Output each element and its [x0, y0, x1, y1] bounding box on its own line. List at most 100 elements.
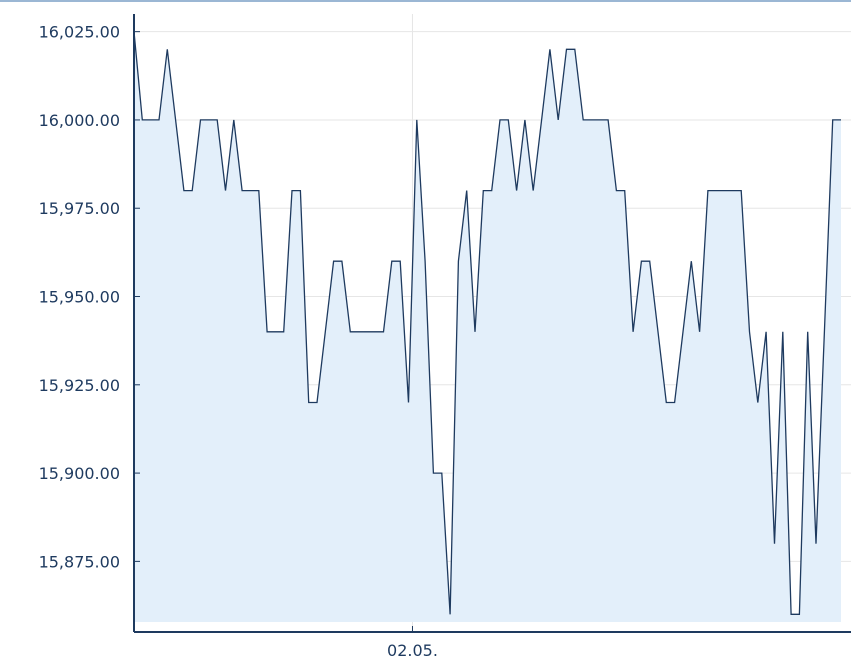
- data-point: [598, 118, 601, 121]
- y-tick-label: 16,025.00: [39, 23, 120, 42]
- y-tick-label: 15,950.00: [39, 288, 120, 307]
- data-point: [415, 118, 418, 121]
- data-point: [657, 330, 660, 333]
- data-point: [615, 189, 618, 192]
- data-point: [207, 118, 210, 121]
- data-point: [465, 189, 468, 192]
- y-tick-label: 16,000.00: [39, 111, 120, 130]
- data-point: [282, 330, 285, 333]
- data-point: [232, 118, 235, 121]
- data-point: [823, 330, 826, 333]
- data-point: [723, 189, 726, 192]
- y-tick-label: 15,925.00: [39, 376, 120, 395]
- data-point: [490, 189, 493, 192]
- data-point: [815, 542, 818, 545]
- data-point: [507, 118, 510, 121]
- data-point: [607, 118, 610, 121]
- data-point: [515, 189, 518, 192]
- data-point: [773, 542, 776, 545]
- data-point: [399, 260, 402, 263]
- data-point: [166, 48, 169, 51]
- y-tick-label: 15,975.00: [39, 199, 120, 218]
- data-point: [557, 118, 560, 121]
- data-point: [523, 118, 526, 121]
- data-point: [840, 118, 843, 121]
- data-point: [740, 189, 743, 192]
- data-point: [449, 613, 452, 616]
- data-point: [440, 472, 443, 475]
- data-point: [731, 189, 734, 192]
- data-point: [498, 118, 501, 121]
- data-point: [756, 401, 759, 404]
- data-point: [681, 330, 684, 333]
- data-point: [698, 330, 701, 333]
- data-point: [432, 472, 435, 475]
- data-point: [482, 189, 485, 192]
- data-point: [357, 330, 360, 333]
- data-point: [199, 118, 202, 121]
- data-point: [324, 330, 327, 333]
- data-point: [582, 118, 585, 121]
- data-point: [374, 330, 377, 333]
- data-point: [382, 330, 385, 333]
- data-point: [798, 613, 801, 616]
- data-point: [690, 260, 693, 263]
- data-point: [141, 118, 144, 121]
- data-point: [349, 330, 352, 333]
- data-point: [340, 260, 343, 263]
- data-point: [182, 189, 185, 192]
- data-point: [590, 118, 593, 121]
- data-point: [648, 260, 651, 263]
- chart-top-border: [0, 0, 851, 2]
- data-point: [291, 189, 294, 192]
- data-point: [274, 330, 277, 333]
- data-point: [424, 260, 427, 263]
- data-point: [407, 401, 410, 404]
- data-point: [548, 48, 551, 51]
- data-point: [831, 118, 834, 121]
- y-axis-tick-labels: 15,875.00 15,900.00 15,925.00 15,950.00 15,9…: [39, 23, 120, 572]
- data-point: [673, 401, 676, 404]
- area-fill: [134, 31, 841, 622]
- data-point: [706, 189, 709, 192]
- data-point: [257, 189, 260, 192]
- data-point: [640, 260, 643, 263]
- data-point: [806, 330, 809, 333]
- data-point: [790, 613, 793, 616]
- data-point: [216, 118, 219, 121]
- data-point: [573, 48, 576, 51]
- data-point: [299, 189, 302, 192]
- data-point: [715, 189, 718, 192]
- data-point: [191, 189, 194, 192]
- data-point: [623, 189, 626, 192]
- data-point: [474, 330, 477, 333]
- data-point: [266, 330, 269, 333]
- data-point: [781, 330, 784, 333]
- data-point: [249, 189, 252, 192]
- price-line: [133, 31, 841, 615]
- data-point: [149, 118, 152, 121]
- data-point: [540, 118, 543, 121]
- data-point: [174, 118, 177, 121]
- data-point: [632, 330, 635, 333]
- data-point: [332, 260, 335, 263]
- data-point: [241, 189, 244, 192]
- y-tick-label: 15,900.00: [39, 464, 120, 483]
- data-point: [748, 330, 751, 333]
- data-point: [532, 189, 535, 192]
- data-point: [665, 401, 668, 404]
- data-point: [315, 401, 318, 404]
- data-point: [307, 401, 310, 404]
- x-tick-label: 02.05.: [387, 641, 438, 660]
- x-axis-tick-labels: 02.05.: [387, 641, 438, 660]
- data-point: [224, 189, 227, 192]
- data-point: [365, 330, 368, 333]
- data-point: [457, 260, 460, 263]
- axes: [133, 14, 851, 633]
- data-point: [390, 260, 393, 263]
- data-point: [765, 330, 768, 333]
- data-point: [157, 118, 160, 121]
- data-point: [565, 48, 568, 51]
- y-tick-label: 15,875.00: [39, 552, 120, 571]
